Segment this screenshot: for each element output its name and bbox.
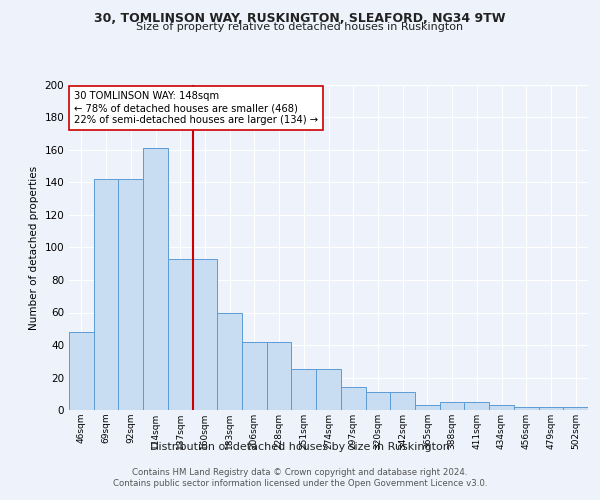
Text: Size of property relative to detached houses in Ruskington: Size of property relative to detached ho… <box>136 22 464 32</box>
Text: 30 TOMLINSON WAY: 148sqm
← 78% of detached houses are smaller (468)
22% of semi-: 30 TOMLINSON WAY: 148sqm ← 78% of detach… <box>74 92 318 124</box>
Bar <box>440 402 464 410</box>
Bar <box>489 405 514 410</box>
Bar <box>464 402 489 410</box>
Bar <box>365 392 390 410</box>
Bar <box>267 342 292 410</box>
Text: 30, TOMLINSON WAY, RUSKINGTON, SLEAFORD, NG34 9TW: 30, TOMLINSON WAY, RUSKINGTON, SLEAFORD,… <box>94 12 506 24</box>
Bar <box>69 332 94 410</box>
Text: Distribution of detached houses by size in Ruskington: Distribution of detached houses by size … <box>150 442 450 452</box>
Bar <box>539 407 563 410</box>
Bar <box>341 387 365 410</box>
Bar <box>242 342 267 410</box>
Text: Contains HM Land Registry data © Crown copyright and database right 2024.
Contai: Contains HM Land Registry data © Crown c… <box>113 468 487 487</box>
Bar <box>514 407 539 410</box>
Bar <box>390 392 415 410</box>
Bar <box>168 259 193 410</box>
Bar <box>292 370 316 410</box>
Bar <box>563 407 588 410</box>
Bar <box>193 259 217 410</box>
Bar <box>316 370 341 410</box>
Bar <box>143 148 168 410</box>
Bar <box>217 312 242 410</box>
Bar <box>94 180 118 410</box>
Bar <box>118 180 143 410</box>
Bar <box>415 405 440 410</box>
Y-axis label: Number of detached properties: Number of detached properties <box>29 166 39 330</box>
